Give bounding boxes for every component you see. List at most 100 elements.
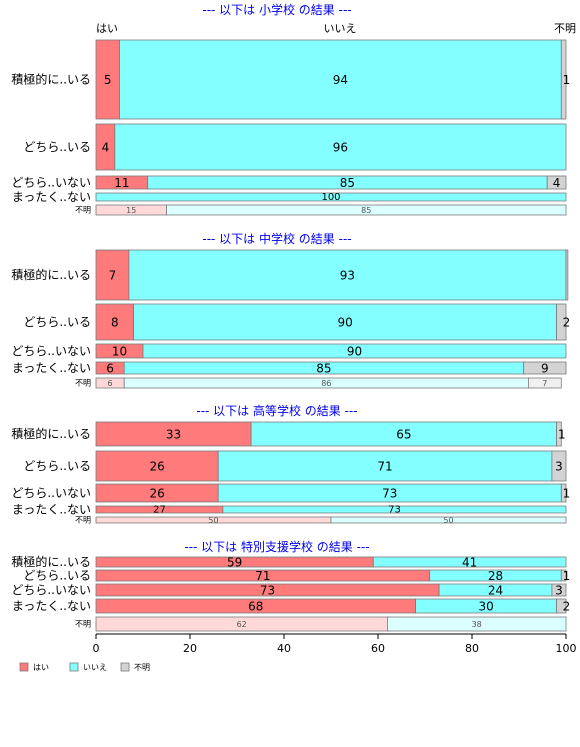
data-label-no: 50 [443, 516, 453, 525]
data-label-no: 100 [321, 192, 340, 203]
data-label-unknown: 4 [553, 176, 561, 190]
legend-swatch-yes [19, 662, 29, 672]
data-label-no: 73 [388, 505, 401, 516]
data-label-no: 94 [333, 73, 348, 87]
data-label-yes: 27 [153, 505, 166, 516]
panel-title: --- 以下は 高等学校 の結果 --- [196, 403, 357, 418]
data-label-yes: 15 [126, 206, 136, 215]
data-label-no: 93 [340, 269, 355, 283]
legend-label-yes: はい [33, 663, 49, 672]
data-label-no: 73 [382, 487, 397, 501]
x-tick-label: 0 [93, 642, 100, 655]
data-label-no: 28 [488, 569, 503, 583]
panel-title: --- 以下は 小学校 の結果 --- [202, 2, 351, 17]
data-label-unknown: 1 [558, 428, 566, 442]
bar-segment-unknown [560, 483, 567, 503]
row-label: 不明 [75, 206, 91, 215]
data-label-yes: 11 [114, 176, 129, 190]
row-label: まったく..ない [12, 599, 91, 613]
bar-segment-no [95, 192, 567, 202]
data-label-no: 24 [488, 584, 503, 598]
data-label-yes: 6 [108, 379, 113, 388]
bar-segment-yes [95, 421, 252, 447]
bar-segment-no [372, 556, 567, 568]
data-label-no: 85 [340, 176, 355, 190]
row-label: どちら..いない [11, 583, 91, 597]
header-label-yes: はい [96, 22, 118, 35]
bar-segment-unknown [556, 598, 567, 614]
data-label-no: 85 [316, 362, 331, 376]
row-label: どちら..いない [11, 486, 91, 500]
bar-segment-no [166, 204, 567, 216]
bar-segment-no [250, 421, 558, 447]
panel-title: --- 以下は 特別支援学校 の結果 --- [184, 539, 369, 554]
row-label: どちら..いる [23, 140, 91, 154]
bar-segment-yes [95, 303, 134, 341]
data-label-yes: 4 [102, 141, 110, 155]
data-label-yes: 5 [104, 73, 112, 87]
data-label-yes: 59 [227, 556, 242, 570]
bar-segment-unknown [551, 583, 567, 597]
bar-segment-unknown [556, 303, 567, 341]
data-label-unknown: 2 [563, 600, 571, 614]
data-label-yes: 10 [112, 345, 127, 359]
row-label: 積極的に..いる [11, 267, 91, 282]
legend-label-unknown: 不明 [134, 663, 150, 672]
header-label-no: いいえ [324, 22, 357, 35]
data-label-no: 86 [321, 379, 331, 388]
data-label-no: 90 [347, 345, 362, 359]
bar-segment-no [330, 516, 567, 524]
bar-segment-unknown [546, 175, 567, 190]
row-label: まったく..ない [12, 503, 91, 517]
bar-segment-unknown [560, 39, 567, 120]
panel-title: --- 以下は 中学校 の結果 --- [202, 231, 351, 246]
data-label-yes: 68 [248, 600, 263, 614]
data-label-unknown: 1 [563, 569, 571, 583]
row-label: 不明 [75, 379, 91, 388]
bar-segment-no [142, 343, 567, 359]
bar-segment-yes [95, 249, 130, 301]
data-label-no: 85 [361, 206, 371, 215]
data-label-unknown: 9 [541, 362, 549, 376]
data-label-unknown: 1 [563, 73, 571, 87]
bar-segment-no [114, 123, 567, 171]
row-label: どちら..いない [11, 344, 91, 358]
row-label: まったく..ない [12, 361, 91, 375]
data-label-no: 96 [333, 141, 348, 155]
data-label-unknown: 1 [563, 487, 571, 501]
row-label: 積極的に..いる [11, 72, 91, 87]
row-label: どちら..いない [11, 176, 91, 190]
bar-segment-unknown [551, 450, 567, 482]
row-label: 積極的に..いる [11, 426, 91, 441]
data-label-yes: 73 [260, 584, 275, 598]
bar-segment-unknown [528, 377, 562, 389]
x-tick-label: 100 [556, 642, 577, 655]
bar-segment-no [386, 616, 567, 632]
data-label-no: 90 [337, 316, 352, 330]
data-label-yes: 8 [111, 316, 119, 330]
data-label-unknown: 2 [563, 316, 571, 330]
x-tick-label: 40 [277, 642, 291, 655]
data-label-unknown: 3 [555, 584, 563, 598]
data-label-no: 71 [377, 460, 392, 474]
bar-segment-unknown [565, 249, 569, 301]
bar-segment-unknown [560, 569, 567, 582]
legend-swatch-no [69, 662, 79, 672]
bar-segment-unknown [556, 421, 562, 447]
data-label-unknown: 3 [555, 460, 563, 474]
row-label: どちら..いる [23, 459, 91, 473]
bar-segment-unknown [523, 361, 567, 375]
row-label: どちら..いる [23, 315, 91, 329]
data-label-unknown: 7 [542, 379, 547, 388]
bar-segment-no [222, 505, 567, 514]
bar-segment-no [128, 249, 567, 301]
data-label-yes: 50 [208, 516, 218, 525]
legend-label-no: いいえ [83, 663, 107, 672]
x-tick-label: 20 [183, 642, 197, 655]
data-label-yes: 26 [149, 460, 164, 474]
data-label-no: 38 [472, 620, 482, 629]
data-label-yes: 33 [166, 428, 181, 442]
data-label-yes: 62 [237, 620, 247, 629]
header-label-unknown: 不明 [554, 22, 576, 35]
